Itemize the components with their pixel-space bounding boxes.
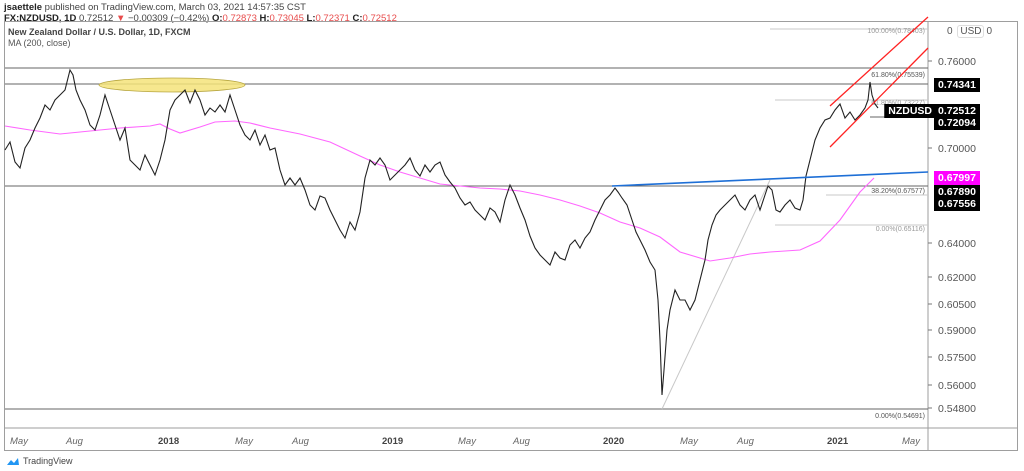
down-arrow-icon: ▼ bbox=[115, 13, 126, 24]
price-tag-67890: 0.67890 bbox=[934, 185, 980, 199]
x-tick: Aug bbox=[66, 436, 83, 447]
high-label: H: bbox=[259, 13, 270, 24]
x-tick: 2018 bbox=[158, 436, 180, 447]
symbol-ohlc-bar: FX:NZDUSD, 1D 0.72512 ▼ −0.00309 (−0.42%… bbox=[4, 13, 397, 24]
last-price: 0.72512 bbox=[78, 13, 114, 24]
price-axis-ticks bbox=[928, 60, 932, 409]
author-name[interactable]: jsaettele bbox=[4, 2, 43, 13]
red-channel[interactable] bbox=[829, 16, 929, 148]
symbol-tag: NZDUSD bbox=[884, 104, 936, 118]
svg-text:0.60500: 0.60500 bbox=[938, 299, 976, 311]
svg-text:0.62000: 0.62000 bbox=[938, 272, 976, 284]
x-tick: May bbox=[458, 436, 476, 447]
chart-legend: New Zealand Dollar / U.S. Dollar, 1D, FX… bbox=[8, 27, 191, 49]
horizontal-levels[interactable] bbox=[5, 67, 928, 410]
svg-text:0.00%(0.65116): 0.00%(0.65116) bbox=[876, 226, 925, 233]
x-tick: 2019 bbox=[382, 436, 404, 447]
chart-frame bbox=[4, 21, 1018, 451]
low-label: L: bbox=[306, 13, 316, 24]
tradingview-logo-icon bbox=[7, 457, 19, 465]
tradingview-branding[interactable]: TradingView bbox=[6, 456, 73, 466]
svg-text:0.00%(0.54691): 0.00%(0.54691) bbox=[875, 413, 925, 420]
price-change: −0.00309 (−0.42%) bbox=[127, 13, 210, 24]
svg-text:61.80%(0.75539): 61.80%(0.75539) bbox=[871, 72, 925, 79]
x-tick: Aug bbox=[737, 436, 754, 447]
legend-indicator[interactable]: MA (200, close) bbox=[8, 38, 71, 48]
close-value: 0.72512 bbox=[362, 13, 397, 24]
x-tick: 2020 bbox=[603, 436, 625, 447]
x-tick: May bbox=[10, 436, 28, 447]
svg-text:0.59000: 0.59000 bbox=[938, 325, 976, 337]
currency-prefix: 0 bbox=[947, 26, 953, 37]
branding-text: TradingView bbox=[23, 456, 73, 466]
svg-text:0.56000: 0.56000 bbox=[938, 380, 976, 392]
publish-info: jsaettele published on TradingView.com, … bbox=[4, 2, 306, 13]
svg-text:0.76000: 0.76000 bbox=[938, 56, 976, 68]
price-tag-74341: 0.74341 bbox=[934, 78, 980, 92]
blue-trendline[interactable] bbox=[611, 171, 929, 187]
x-tick: May bbox=[902, 436, 920, 447]
price-tag-67556: 0.67556 bbox=[934, 197, 980, 211]
close-label: C: bbox=[352, 13, 363, 24]
svg-text:38.20%(0.67577): 38.20%(0.67577) bbox=[871, 188, 925, 195]
currency-button[interactable]: USD bbox=[957, 25, 985, 38]
legend-title: New Zealand Dollar / U.S. Dollar, 1D, FX… bbox=[8, 27, 191, 37]
currency-suffix: 0 bbox=[986, 26, 993, 37]
open-label: O: bbox=[211, 13, 223, 24]
price-line bbox=[4, 68, 879, 396]
price-tag-72094: 0.72094 bbox=[934, 116, 980, 130]
x-tick: Aug bbox=[513, 436, 530, 447]
low-value: 0.72371 bbox=[315, 13, 350, 24]
x-tick: May bbox=[680, 436, 698, 447]
ma-200-line bbox=[4, 120, 875, 262]
fib-levels[interactable] bbox=[661, 28, 928, 410]
symbol-label: FX:NZDUSD, 1D bbox=[4, 13, 77, 24]
svg-text:61.80%(0.73227): 61.80%(0.73227) bbox=[871, 100, 925, 107]
price-axis[interactable]: 0.76000 0.70000 0.64000 0.62000 0.60500 … bbox=[938, 56, 976, 415]
high-value: 0.73045 bbox=[269, 13, 304, 24]
last-price-tag: 0.72512 bbox=[934, 104, 980, 118]
svg-text:0.64000: 0.64000 bbox=[938, 238, 976, 250]
open-value: 0.72873 bbox=[222, 13, 257, 24]
svg-text:0.57500: 0.57500 bbox=[938, 352, 976, 364]
publish-text: published on TradingView.com, March 03, … bbox=[44, 2, 306, 13]
x-tick: 2021 bbox=[827, 436, 849, 447]
svg-text:0.70000: 0.70000 bbox=[938, 143, 976, 155]
x-tick: May bbox=[235, 436, 253, 447]
svg-text:0.54800: 0.54800 bbox=[938, 403, 976, 415]
svg-text:100.00%(0.78403): 100.00%(0.78403) bbox=[867, 28, 925, 35]
fib-labels: 100.00%(0.78403) 61.80%(0.75539) 61.80%(… bbox=[867, 28, 925, 420]
x-tick: Aug bbox=[292, 436, 309, 447]
ma-price-tag: 0.67997 bbox=[934, 171, 980, 185]
currency-selector[interactable]: 0 USD 0 bbox=[945, 25, 994, 38]
highlight-ellipse[interactable] bbox=[98, 77, 246, 93]
